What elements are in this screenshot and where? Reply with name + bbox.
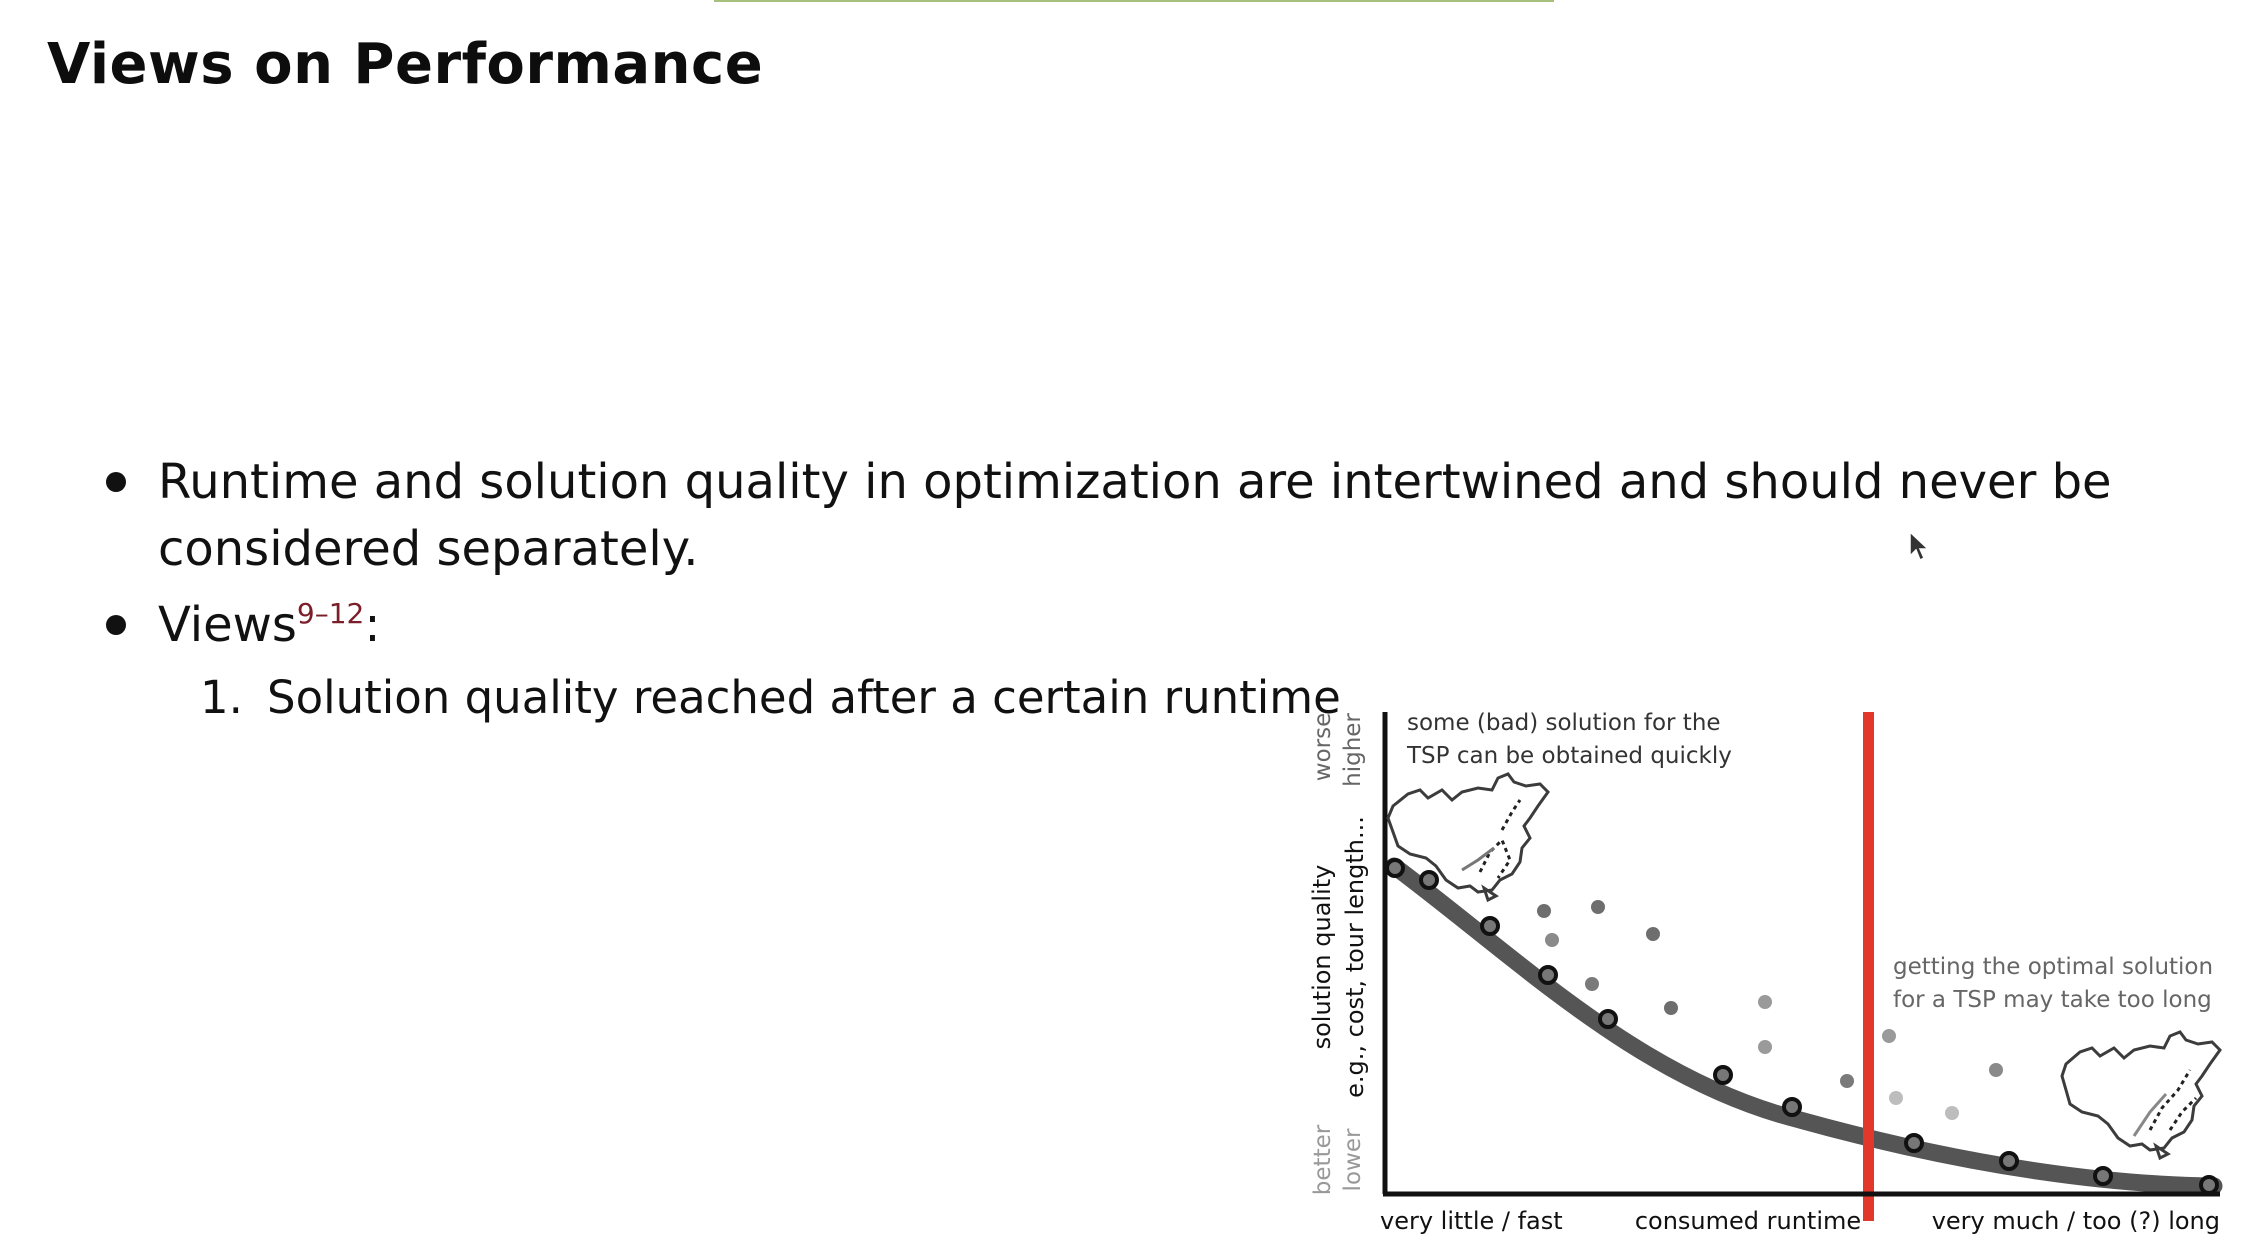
curve-marker: [1538, 965, 1558, 985]
scatter-dot: [1585, 977, 1599, 991]
annotation-top-left-line-1: some (bad) solution for the: [1407, 710, 1721, 736]
bullet-2-text: Views: [158, 597, 297, 653]
curve-marker: [1598, 1009, 1618, 1029]
quality-curve: [1385, 857, 2223, 1195]
scatter-dot: [1758, 995, 1772, 1009]
numbered-item-text: Solution quality reached after a certain…: [267, 671, 1341, 724]
curve-marker: [1904, 1133, 1924, 1153]
scatter-dot: [1664, 1001, 1678, 1015]
bullet-2: Views9–12:: [158, 591, 381, 666]
curve-marker: [2199, 1175, 2219, 1195]
bullet-1-line-1: Runtime and solution quality in optimiza…: [158, 454, 2112, 510]
scatter-dot: [1882, 1029, 1896, 1043]
slide-title: Views on Performance: [47, 32, 764, 97]
scatter-dots: [1537, 900, 2003, 1120]
annotation-top-left-line-2: TSP can be obtained quickly: [1406, 743, 1732, 769]
numbered-item-number: 1.: [200, 671, 243, 724]
scatter-dot: [1545, 933, 1559, 947]
scatter-dot: [1945, 1106, 1959, 1120]
x-axis-label-right: very much / too (?) long: [1932, 1207, 2220, 1235]
curve-marker: [1782, 1097, 1802, 1117]
mouse-cursor-icon: [1909, 530, 1930, 562]
curve-markers: [1385, 858, 2219, 1195]
curve-marker: [1385, 858, 1405, 878]
citation-link[interactable]: 9–12: [296, 597, 365, 630]
curve-marker: [1480, 916, 1500, 936]
y-axis-label-sub: e.g., cost, tour length...: [1341, 816, 1369, 1098]
annotation-right-line-1: getting the optimal solution: [1893, 954, 2213, 980]
runtime-marker-line: [1863, 712, 1874, 1221]
y-axis-bottom-lower: lower: [1340, 1128, 1366, 1191]
scatter-dot: [1989, 1063, 2003, 1077]
scatter-dot: [1758, 1040, 1772, 1054]
x-axis-label-left: very little / fast: [1380, 1207, 1563, 1235]
china-map-icon-end: [2060, 1030, 2222, 1161]
china-map-icon-start: [1386, 772, 1550, 903]
bullet-2-suffix: :: [364, 597, 381, 653]
scatter-dot: [1889, 1091, 1903, 1105]
curve-marker: [1999, 1151, 2019, 1171]
curve-marker: [1419, 870, 1439, 890]
scatter-dot: [1591, 900, 1605, 914]
curve-marker: [2093, 1166, 2113, 1186]
scatter-dot: [1840, 1074, 1854, 1088]
bullet-marker: [106, 472, 126, 492]
scatter-dot: [1537, 904, 1551, 918]
top-decorative-rule: [714, 0, 1554, 2]
y-axis-bottom-better: better: [1310, 1124, 1336, 1195]
bullet-1-line-2: considered separately.: [158, 521, 699, 577]
bullet-marker: [106, 615, 126, 635]
scatter-dot: [1646, 927, 1660, 941]
y-axis-top-higher: higher: [1340, 713, 1366, 787]
y-axis-label-main: solution quality: [1308, 865, 1336, 1050]
annotation-right-line-2: for a TSP may take too long: [1893, 987, 2212, 1013]
x-axis-label-center: consumed runtime: [1635, 1207, 1861, 1235]
curve-marker: [1713, 1065, 1733, 1085]
